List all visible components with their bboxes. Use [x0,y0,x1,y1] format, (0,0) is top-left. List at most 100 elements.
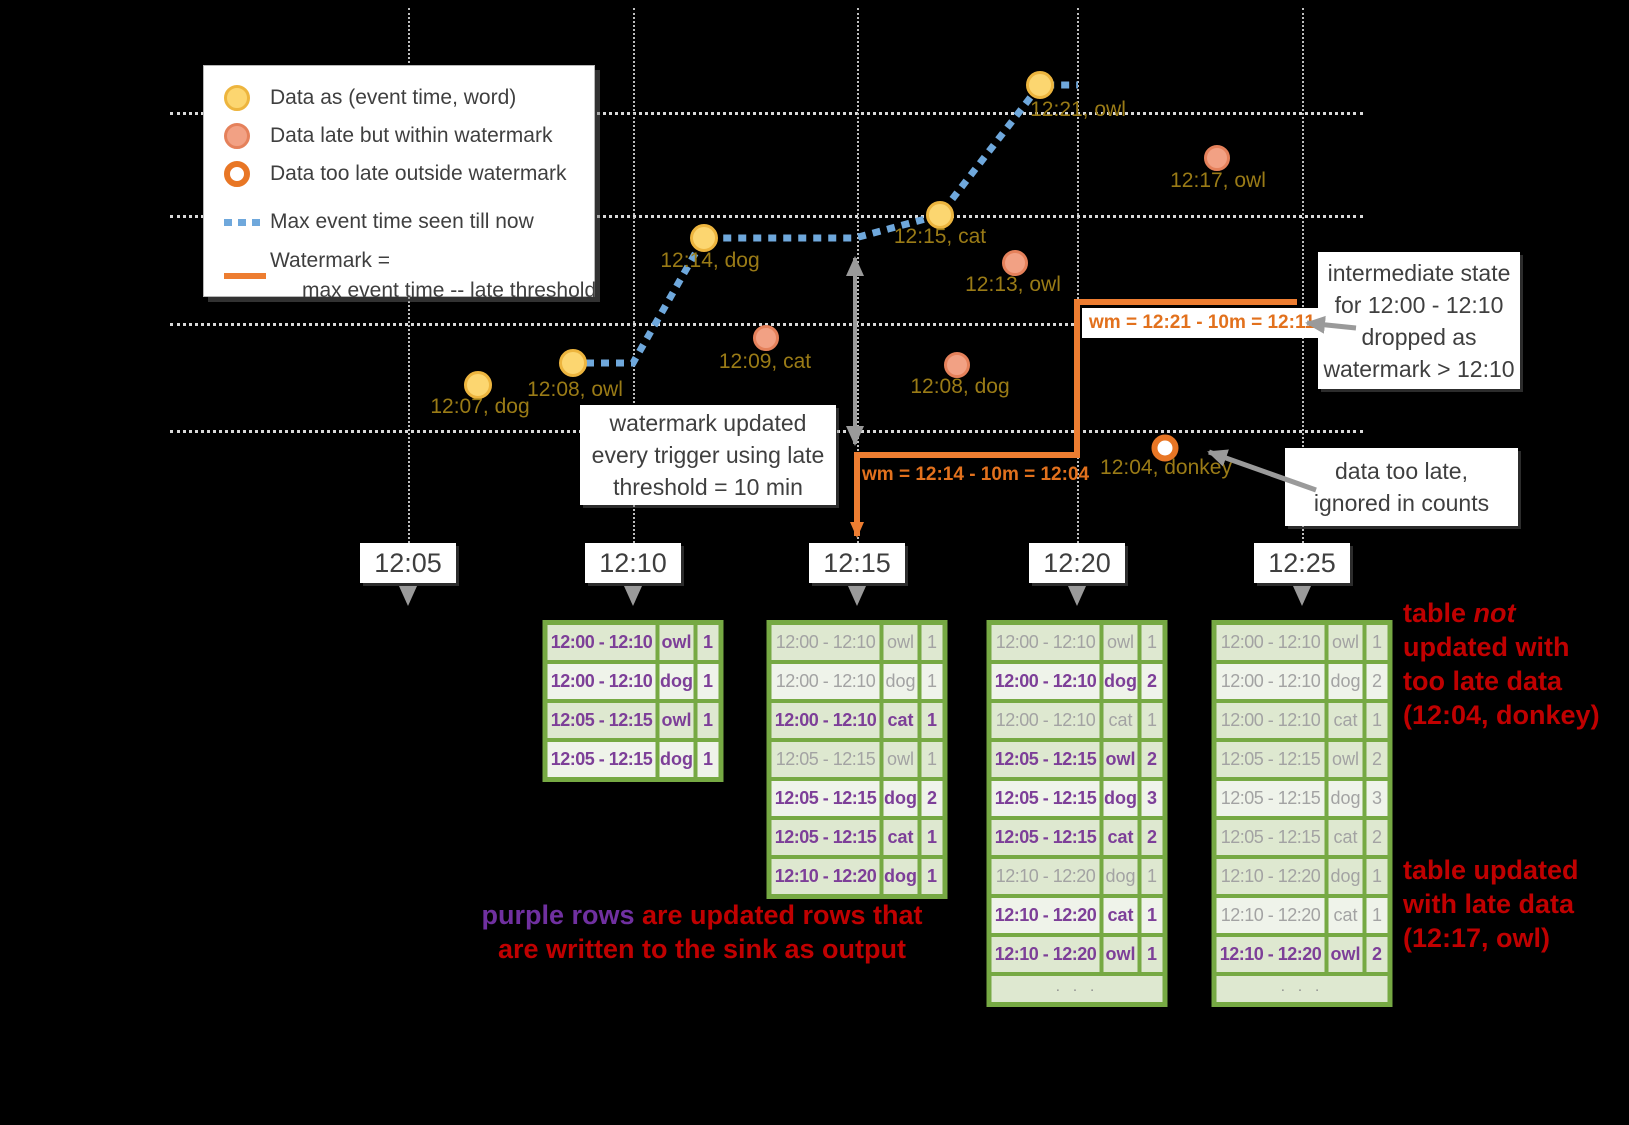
table-cell-win: 12:00 - 12:10 [547,625,656,660]
table-cell-count: 1 [921,820,943,855]
purple-rows-line2: are written to the sink as output [497,934,907,964]
legend-item: Watermark = max event time -- late thresh… [218,241,596,311]
ontime-data-point [559,349,587,377]
table-cell-count: 1 [1141,703,1163,738]
table-cell-win: 12:05 - 12:15 [991,781,1100,816]
intermediate-state-note: intermediate state for 12:00 - 12:10 dropp… [1318,252,1520,389]
table-cell-word: dog [1103,859,1138,894]
table-cell-win: 12:05 - 12:15 [1216,820,1325,855]
table-cell-win: 12:10 - 12:20 [1216,937,1325,972]
table-cell-win: 12:05 - 12:15 [771,742,880,777]
table-cell-win: 12:00 - 12:10 [991,664,1100,699]
table-cell-count: 3 [1141,781,1163,816]
table-cell-count: 1 [921,742,943,777]
table-cell-word: owl [1328,742,1363,777]
data-point-label: 12:07, dog [430,395,530,418]
table-cell-win: 12:00 - 12:10 [771,703,880,738]
red-note-line: table not [1403,598,1516,628]
table-cell-count: 2 [1366,664,1388,699]
result-table-1: 12:00 - 12:10 owl 1 12:00 - 12:10 dog 1 12:05 … [542,620,724,782]
legend-marker [218,161,270,187]
callout-line: threshold = 10 min [613,474,803,500]
table-cell-win: 12:10 - 12:20 [991,898,1100,933]
table-cell-count: 2 [1366,937,1388,972]
table-cell-win: 12:10 - 12:20 [771,859,880,894]
legend-label: Watermark = max event time -- late thresh… [270,246,596,306]
table-cell-win: 12:00 - 12:10 [991,625,1100,660]
purple-rows-rest: are updated rows that [634,900,923,930]
table-cell-count: 2 [1141,820,1163,855]
table-not-updated-note: table not updated with too late data (12:04… [1403,596,1600,732]
data-point-label: 12:13, owl [965,273,1061,296]
table-cell-word: cat [1103,820,1138,855]
late-data-point [944,352,970,378]
data-point-label: 12:08, dog [910,375,1010,398]
table-cell-word: dog [1103,664,1138,699]
table-cell-word: owl [659,625,694,660]
table-cell-win: 12:10 - 12:20 [991,937,1100,972]
time-tick-1215: 12:15 [809,543,905,583]
table-ellipsis-row: · · · [1216,976,1388,1002]
callout-line: watermark updated [609,410,807,436]
table-cell-word: dog [1103,781,1138,816]
table-cell-count: 1 [697,742,719,777]
table-cell-count: 2 [1366,820,1388,855]
watermark-updated-note: watermark updated every trigger using lat… [580,405,836,505]
table-cell-win: 12:05 - 12:15 [1216,781,1325,816]
table-cell-win: 12:05 - 12:15 [771,820,880,855]
purple-rows-highlight: purple rows [481,900,635,930]
table-cell-count: 2 [1141,664,1163,699]
time-tick-1210: 12:10 [585,543,681,583]
legend-spacer [218,193,594,203]
table-cell-win: 12:05 - 12:15 [547,703,656,738]
late-data-point [1002,250,1028,276]
table-cell-win: 12:10 - 12:20 [1216,898,1325,933]
toolate-data-point [1151,434,1179,462]
blue-dash-icon [224,218,266,226]
table-cell-win: 12:00 - 12:10 [1216,664,1325,699]
too-late-note: data too late, ignored in counts [1285,448,1518,526]
result-table-4: 12:00 - 12:10 owl 1 12:00 - 12:10 dog 2 12:00 … [1211,620,1393,1007]
ontime-data-point [926,201,954,229]
gridline-vertical [1077,8,1079,543]
table-cell-word: dog [1328,664,1363,699]
data-point-label: 12:21, owl [1030,98,1126,121]
table-cell-word: cat [1328,898,1363,933]
time-tick-1225: 12:25 [1254,543,1350,583]
table-cell-count: 1 [921,625,943,660]
table-cell-word: cat [1328,703,1363,738]
table-cell-count: 1 [1366,703,1388,738]
legend-label: Data too late outside watermark [270,162,567,185]
data-point-label: 12:08, owl [527,378,623,401]
table-cell-win: 12:10 - 12:20 [991,859,1100,894]
table-updated-note: table updated with late data (12:17, owl) [1403,853,1579,955]
table-cell-word: owl [883,742,918,777]
late-data-point [753,325,779,351]
data-point-label: 12:14, dog [660,249,760,272]
table-cell-win: 12:10 - 12:20 [1216,859,1325,894]
data-point-label: 12:17, owl [1170,169,1266,192]
table-cell-count: 1 [1366,898,1388,933]
table-cell-word: dog [883,859,918,894]
table-cell-count: 1 [697,625,719,660]
table-cell-win: 12:00 - 12:10 [771,664,880,699]
legend-label: Data as (event time, word) [270,86,517,109]
table-cell-win: 12:05 - 12:15 [547,742,656,777]
table-cell-win: 12:05 - 12:15 [991,820,1100,855]
table-cell-count: 2 [1366,742,1388,777]
wm-1221-label: wm = 12:21 - 10m = 12:11 [1082,308,1323,338]
table-cell-win: 12:05 - 12:15 [991,742,1100,777]
legend-item: Data too late outside watermark [218,155,594,193]
result-table-2: 12:00 - 12:10 owl 1 12:00 - 12:10 dog 1 12:00 … [766,620,948,899]
table-cell-word: owl [1103,625,1138,660]
legend-marker [218,123,270,149]
table-cell-word: dog [659,664,694,699]
ontime-data-point [1026,71,1054,99]
table-cell-word: owl [1328,937,1363,972]
callout-line: data too late, [1335,458,1468,484]
red-note-line: with late data [1403,889,1575,919]
table-cell-win: 12:00 - 12:10 [991,703,1100,738]
table-ellipsis-row: · · · [991,976,1163,1002]
table-cell-count: 1 [697,664,719,699]
